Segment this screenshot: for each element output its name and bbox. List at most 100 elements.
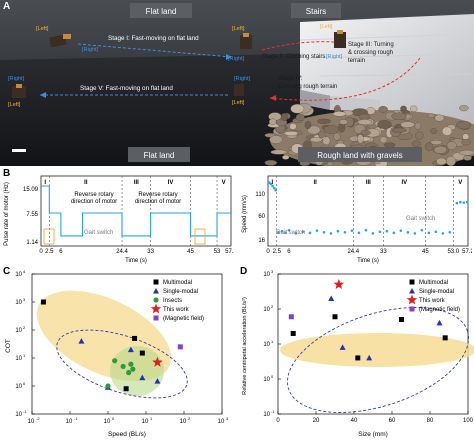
c-point-circle — [105, 383, 111, 389]
b-right-speed-point — [357, 231, 361, 235]
c-point-tri — [78, 338, 85, 344]
c-point-circle — [128, 361, 134, 367]
d-xtick-label: 20 — [313, 418, 320, 424]
panel-a: Flat land Stairs Flat land Rough land wi… — [0, 0, 474, 170]
c-xtick-label: 10 — [142, 419, 149, 425]
d-legend-marker-square — [409, 279, 415, 285]
d-point-square — [355, 355, 361, 361]
b-right-speed-point — [462, 201, 466, 204]
stage4-line1: Stage IV: — [278, 76, 303, 82]
gravel-stone — [280, 113, 289, 121]
robot5-left-label: [Left] — [8, 102, 21, 108]
c-xtick-label: 10 — [66, 419, 73, 425]
b-left-gait-box1 — [43, 228, 55, 245]
d-point-square — [399, 317, 404, 323]
d-point-square — [332, 314, 338, 320]
gravel-stone — [309, 137, 323, 143]
d-ytick-exp: 3 — [271, 269, 274, 274]
gravel-stone — [358, 113, 370, 120]
b-left-xtick: 57.2 — [225, 249, 234, 255]
b-right-speed-point — [364, 228, 368, 232]
gravel-stone — [318, 130, 326, 139]
b-left-note1-line2: direction of motor — [71, 199, 117, 205]
gravel-stone — [430, 128, 438, 134]
b-right-speed-point — [420, 228, 424, 232]
tag-flat-bottom: Flat land — [144, 151, 175, 160]
panel-b-left-chart: Pulse rate of motor (Hz) 15.09 7.55 1.14… — [4, 175, 234, 264]
robot4-left-label: [Left] — [232, 100, 245, 106]
gravel-stone — [391, 112, 407, 120]
gravel-stone — [436, 157, 447, 166]
d-legend-label: Multimodal — [419, 280, 448, 286]
stage3-line2: & crossing rough — [348, 50, 393, 56]
b-right-speed-point — [287, 228, 291, 232]
d-ytick-exp: 1 — [271, 339, 274, 344]
robot3-right-label: [Right] — [326, 54, 343, 60]
c-ytick-label: 10 — [15, 300, 22, 306]
b-left-xticks: 02.5 6 24.4 33 45 53 57.2 — [39, 249, 234, 255]
gravel-stone — [430, 140, 443, 145]
c-ytick-exp: 4 — [23, 269, 26, 274]
gravel-stone — [333, 132, 341, 141]
gravel-stone — [414, 122, 422, 130]
d-xticks: 0 20 40 60 80 100 — [276, 411, 474, 424]
panel-d-chart: Relative centripetal acceleration (BL/s²… — [242, 269, 474, 438]
b-left-xlabel: Time (s) — [125, 258, 147, 264]
b-left-stage-label: I — [44, 180, 46, 186]
c-legend-marker-star — [150, 303, 162, 314]
d-point-square — [442, 335, 448, 341]
b-right-speed-point — [399, 229, 403, 232]
gravel-stone — [441, 126, 453, 136]
c-legend-label: This work — [163, 307, 190, 313]
b-right-speed-point — [269, 182, 273, 186]
c-point-circle — [130, 366, 136, 372]
robot1-left-label: [Left] — [36, 26, 49, 32]
b-right-speed-point — [378, 230, 382, 234]
c-ytick-exp: 1 — [23, 353, 26, 358]
c-insect-region — [110, 346, 164, 396]
panel-a-letter: A — [3, 1, 11, 12]
c-point-square — [40, 299, 46, 305]
gravel-stone — [323, 125, 340, 134]
b-right-speed-point — [406, 230, 410, 234]
b-right-xtick: 45 — [422, 249, 429, 255]
gravel-stone — [326, 161, 334, 167]
c-xtick-exp: -1 — [74, 416, 78, 421]
gravel-stone — [360, 130, 371, 136]
gravel-stone — [290, 103, 305, 114]
d-point-purple — [288, 314, 294, 320]
c-legend-label: Multimodal — [163, 280, 192, 286]
b-right-stage-labels: I II III IV V — [272, 180, 463, 186]
panel-b-right-chart: Speed (mm/s) 110 60 16 0 2.5 6 24.4 33 45 53.0… — [242, 175, 472, 264]
b-right-xticks: 02.5 6 24.4 33 45 53.057.2 — [266, 249, 472, 255]
d-xlabel: Size (mm) — [358, 431, 388, 438]
b-left-note2-line1: Reverse rotary — [138, 192, 177, 198]
d-ytick-label: 10 — [263, 307, 270, 313]
c-ytick-label: 10 — [15, 356, 22, 362]
d-point-star — [333, 279, 344, 289]
gravel-stone — [445, 156, 456, 167]
c-ytick-label: 10 — [15, 272, 22, 278]
tag-rough-box — [298, 147, 422, 162]
b-right-speed-point — [413, 232, 417, 235]
robot3-left-label: [Left] — [320, 24, 333, 30]
c-point-circle — [112, 358, 118, 364]
gravel-stone — [383, 142, 396, 148]
robot-stage2 — [240, 33, 252, 49]
b-right-speed-point — [315, 229, 319, 232]
robot-stage2b — [334, 30, 346, 48]
b-right-xtick: 0 — [266, 249, 270, 255]
stage1-label: Stage I: Fast-moving on flat land — [108, 35, 199, 42]
gravel-stone — [400, 121, 415, 128]
d-xtick-label: 60 — [389, 418, 396, 424]
c-ytick-label: 10 — [15, 412, 22, 418]
b-right-gait-switch-2: Gait switch — [406, 216, 435, 222]
c-ytick-exp: -1 — [23, 409, 27, 414]
stage3-line1: Stage III: Turning — [348, 42, 394, 48]
b-left-note2-line2: direction of motor — [135, 199, 181, 205]
b-right-speed-point — [271, 184, 274, 188]
robot4-right-label: [Right] — [234, 76, 251, 82]
b-left-stage-label: III — [134, 180, 139, 186]
gravel-stone — [366, 107, 376, 115]
